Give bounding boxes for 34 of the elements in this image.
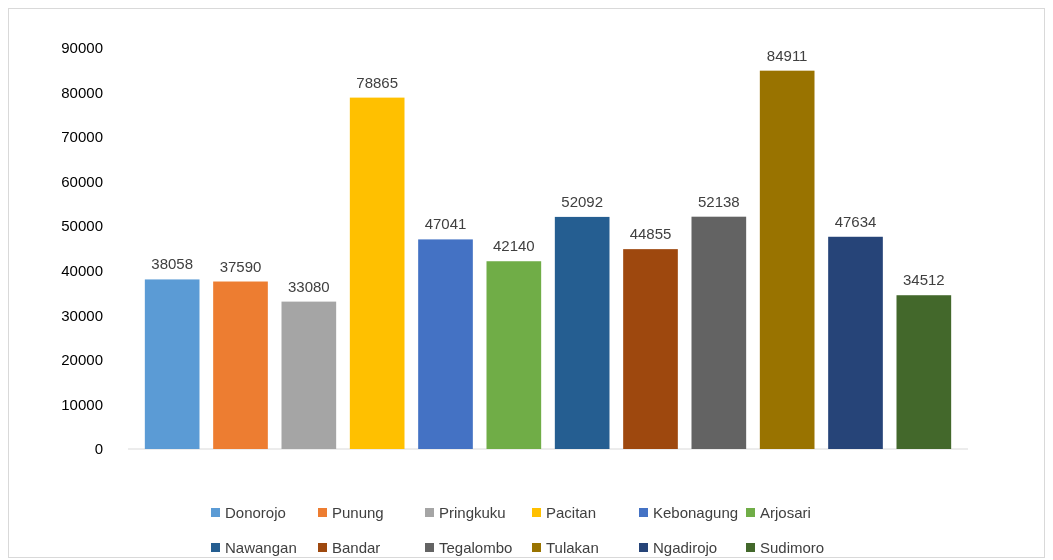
data-label: 37590 xyxy=(219,257,262,275)
y-tick-label: 10000 xyxy=(61,395,103,413)
y-tick-label: 40000 xyxy=(61,262,103,280)
legend-label: Ngadirojo xyxy=(653,539,718,557)
legend-label: Donorojo xyxy=(225,504,286,522)
legend-label: Tulakan xyxy=(546,539,599,557)
y-tick-label: 30000 xyxy=(61,306,103,324)
data-label: 52138 xyxy=(697,192,740,210)
y-tick-label: 20000 xyxy=(61,351,103,369)
legend-label: Arjosari xyxy=(760,504,811,522)
y-tick-label: 0 xyxy=(94,440,103,458)
data-label: 47041 xyxy=(424,215,467,233)
legend-label: Bandar xyxy=(332,539,381,557)
data-label: 44855 xyxy=(629,225,672,243)
data-label: 34512 xyxy=(902,271,945,289)
legend-label: Kebonagung xyxy=(653,504,739,522)
legend-label: Sudimoro xyxy=(760,539,825,557)
legend-label: Pacitan xyxy=(546,504,597,522)
data-label: 38058 xyxy=(151,255,194,273)
data-label: 84911 xyxy=(766,46,808,64)
legend-label: Punung xyxy=(332,504,384,522)
data-label: 78865 xyxy=(356,73,399,91)
data-label: 42140 xyxy=(492,237,535,255)
y-tick-label: 70000 xyxy=(61,128,103,146)
y-tick-label: 80000 xyxy=(61,83,103,101)
data-label: 33080 xyxy=(287,277,330,295)
legend-label: Nawangan xyxy=(225,539,297,557)
y-tick-label: 60000 xyxy=(61,172,103,190)
y-tick-label: 90000 xyxy=(61,39,103,57)
legend-label: Pringkuku xyxy=(439,504,506,522)
data-label: 52092 xyxy=(561,192,604,210)
data-label: 47634 xyxy=(834,212,877,230)
y-tick-label: 50000 xyxy=(61,217,103,235)
legend-label: Tegalombo xyxy=(439,539,513,557)
